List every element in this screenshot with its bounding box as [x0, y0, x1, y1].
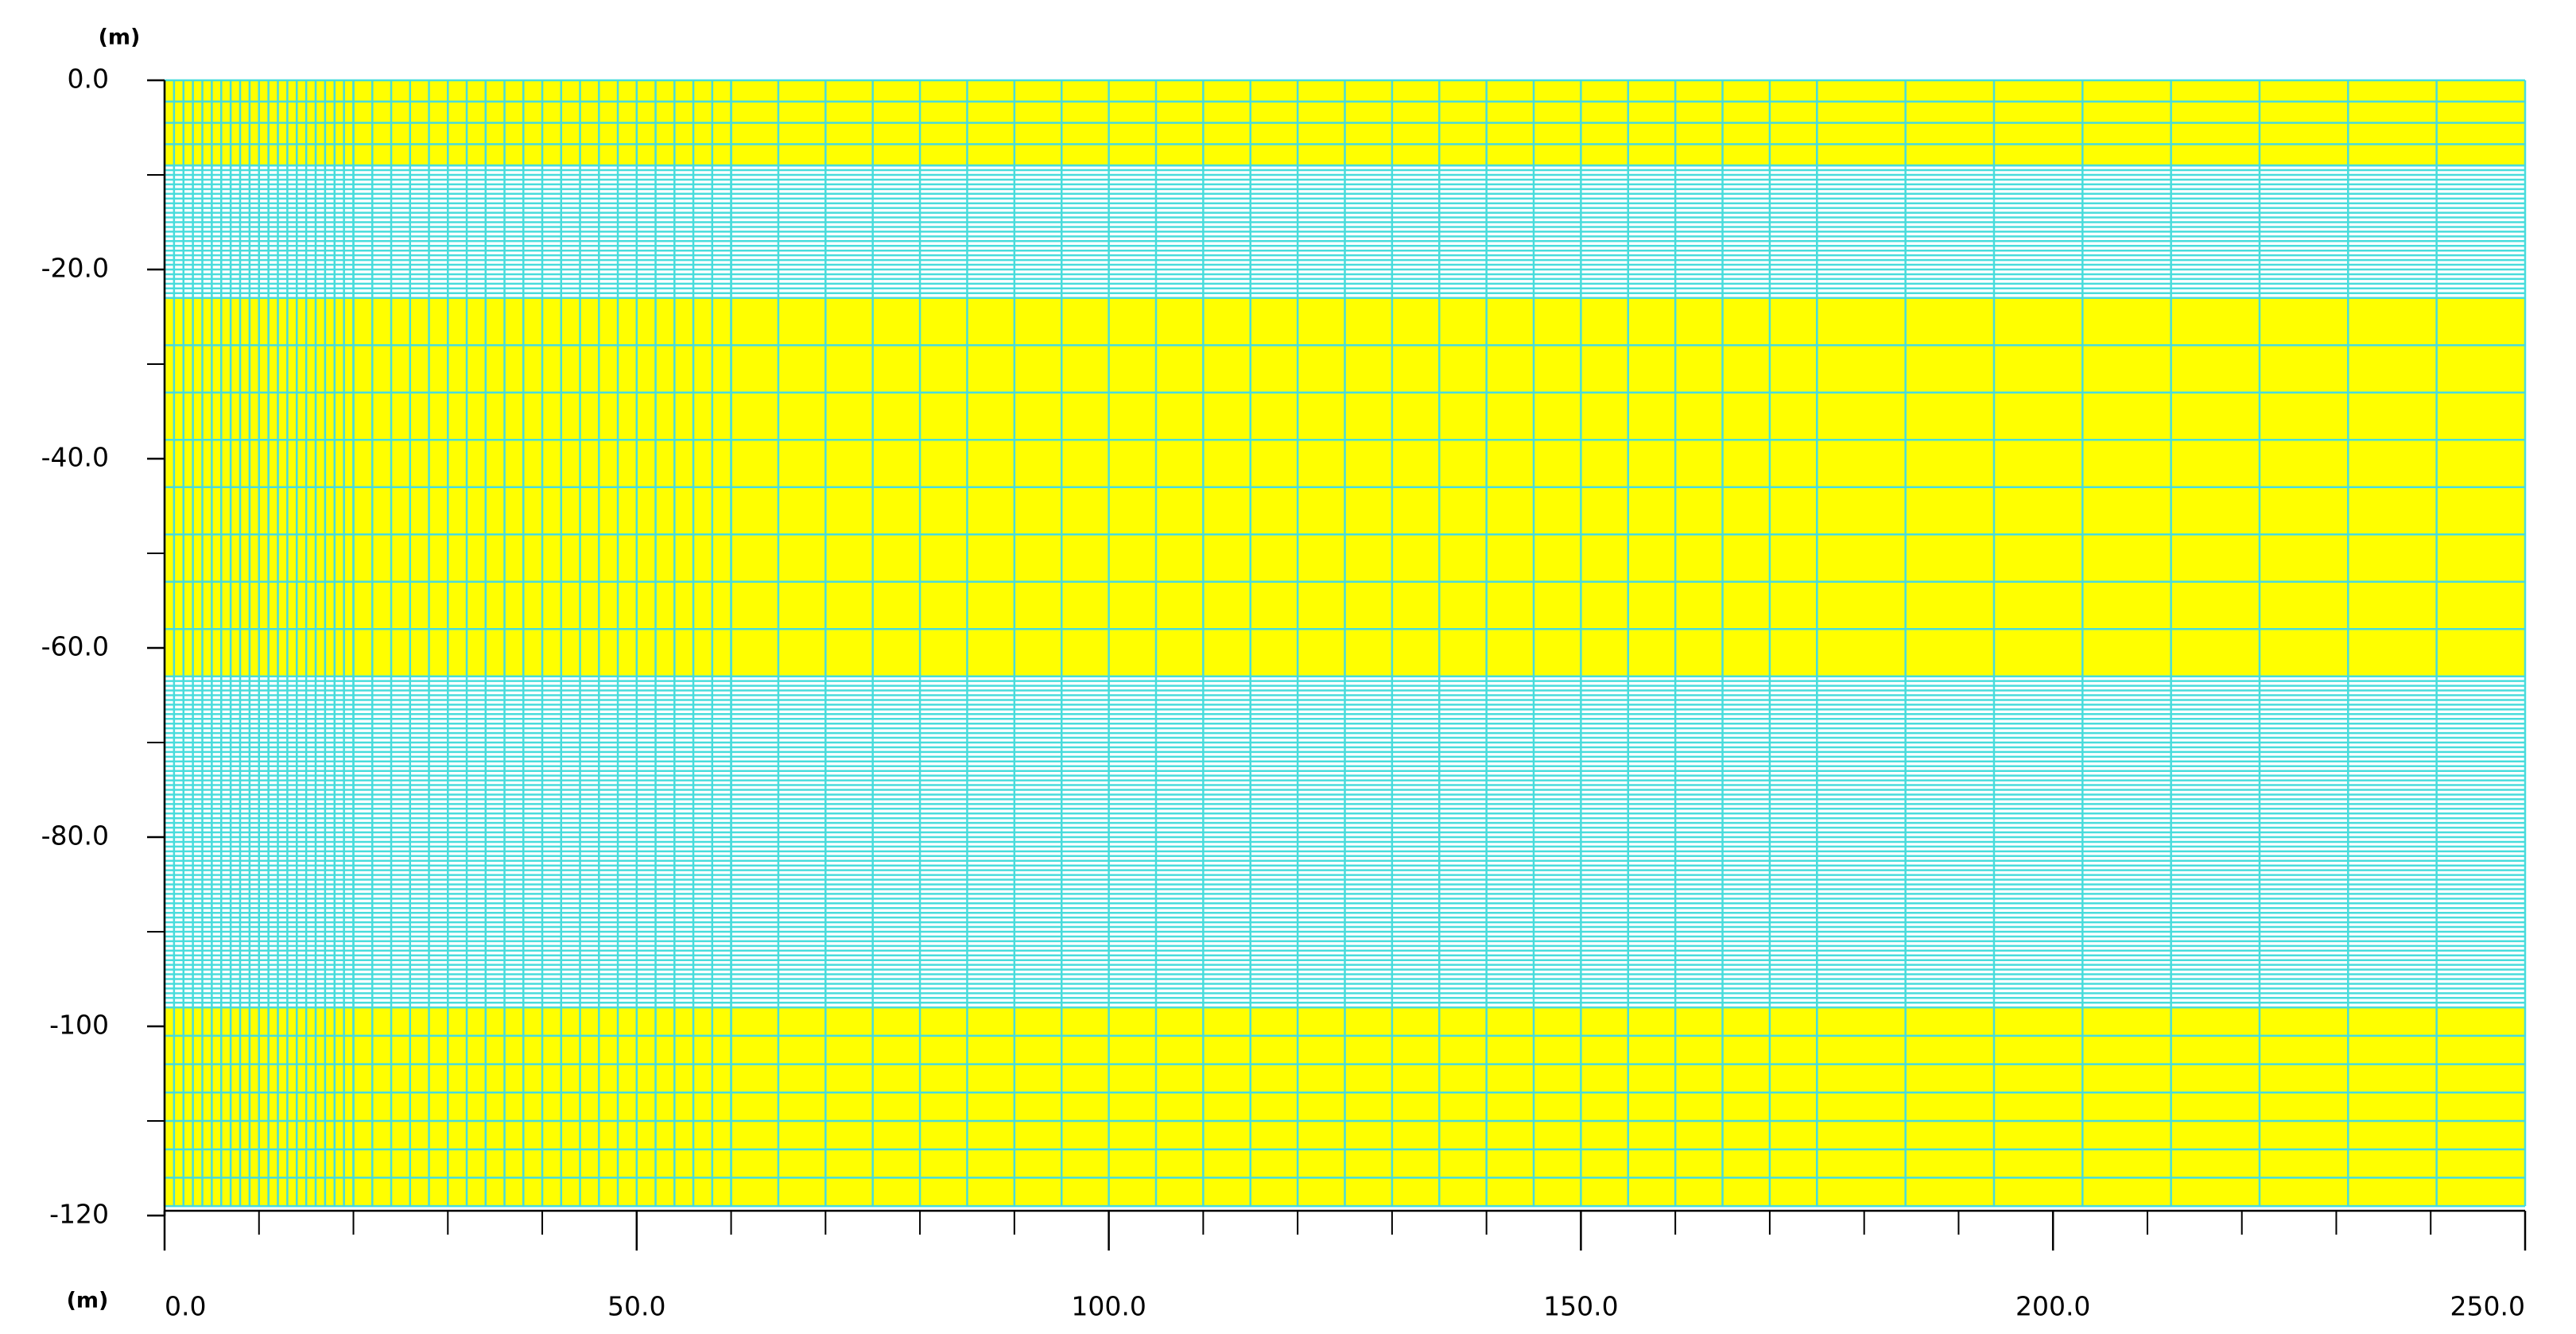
x-tick-label: 0.0 — [165, 1291, 206, 1322]
y-tick-label: -80.0 — [41, 820, 109, 851]
y-tick-label: -40.0 — [41, 442, 109, 473]
y-tick-label: 0.0 — [68, 64, 109, 95]
x-tick-label: 100.0 — [1071, 1291, 1146, 1322]
y-tick-label: -100 — [49, 1010, 109, 1041]
x-tick-label: 50.0 — [607, 1291, 665, 1322]
x-tick-label: 200.0 — [2015, 1291, 2090, 1322]
y-unit-label: (m) — [99, 25, 141, 50]
x-unit-label: (m) — [67, 1289, 109, 1313]
x-tick-label: 150.0 — [1543, 1291, 1618, 1322]
y-tick-label: -60.0 — [41, 631, 109, 662]
y-tick-label: -20.0 — [41, 253, 109, 284]
y-tick-label: -120 — [49, 1199, 109, 1230]
x-tick-label: 250.0 — [2450, 1291, 2525, 1322]
